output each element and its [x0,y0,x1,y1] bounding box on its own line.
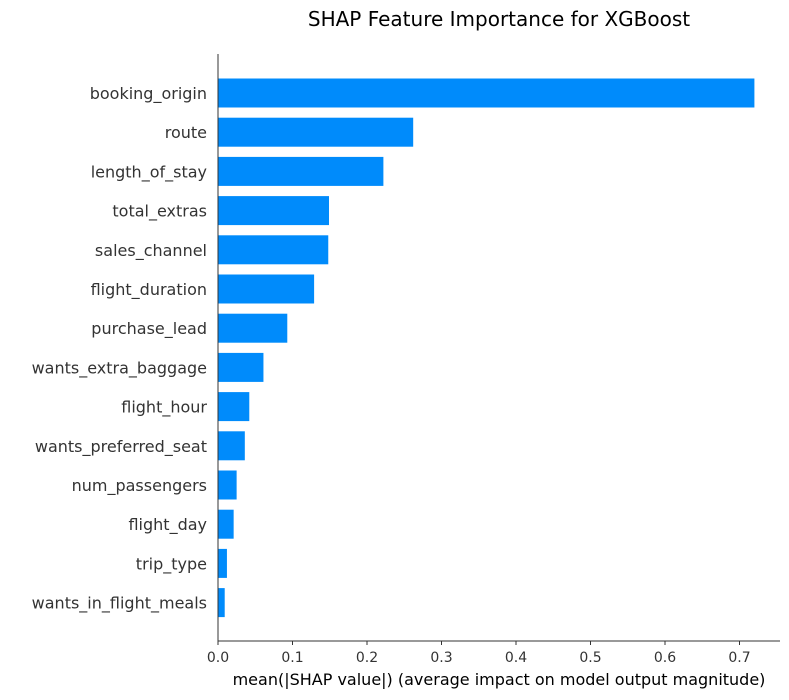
category-label-sales-channel: sales_channel [95,241,207,261]
category-label-length-of-stay: length_of_stay [91,162,207,182]
bar-purchase-lead [218,313,288,343]
category-label-flight-hour: flight_hour [121,398,207,418]
category-label-booking-origin: booking_origin [90,84,207,104]
x-tick-label: 0.4 [505,650,527,666]
x-tick-label: 0.6 [654,650,676,666]
x-tick-label: 0.1 [281,650,303,666]
bar-sales-channel [218,235,329,265]
category-label-route: route [165,123,207,142]
bar-wants-extra-baggage [218,352,264,382]
x-tick-label: 0.3 [430,650,452,666]
x-tick-label: 0.5 [579,650,601,666]
x-tick-label: 0.7 [728,650,750,666]
category-label-total-extras: total_extras [112,202,207,222]
bar-wants-preferred-seat [218,431,245,461]
bar-flight-day [218,509,234,539]
x-tick-label: 0.2 [356,650,378,666]
category-label-trip-type: trip_type [136,554,207,574]
category-label-purchase-lead: purchase_lead [91,319,207,339]
bar-wants-in-flight-meals [218,588,225,618]
category-label-wants-extra-baggage: wants_extra_baggage [32,358,207,378]
bar-total-extras [218,196,330,226]
x-ticks-group: 0.0 0.1 0.2 0.3 0.4 0.5 0.6 0.7 [207,641,751,666]
x-axis-label: mean(|SHAP value|) (average impact on mo… [233,670,766,689]
bar-flight-duration [218,274,315,304]
bar-route [218,117,414,147]
bar-length-of-stay [218,156,384,186]
bar-booking-origin [218,78,755,108]
category-label-flight-day: flight_day [128,515,207,535]
chart-title: SHAP Feature Importance for XGBoost [308,7,690,31]
category-label-wants-preferred-seat: wants_preferred_seat [35,437,207,457]
bar-flight-hour [218,392,250,422]
bar-num-passengers [218,470,237,500]
x-tick-label: 0.0 [207,650,229,666]
category-label-num-passengers: num_passengers [72,476,207,496]
bars-group [218,78,755,618]
bar-trip-type [218,548,227,578]
category-label-flight-duration: flight_duration [91,280,207,300]
category-label-wants-in-flight-meals: wants_in_flight_meals [32,594,207,614]
